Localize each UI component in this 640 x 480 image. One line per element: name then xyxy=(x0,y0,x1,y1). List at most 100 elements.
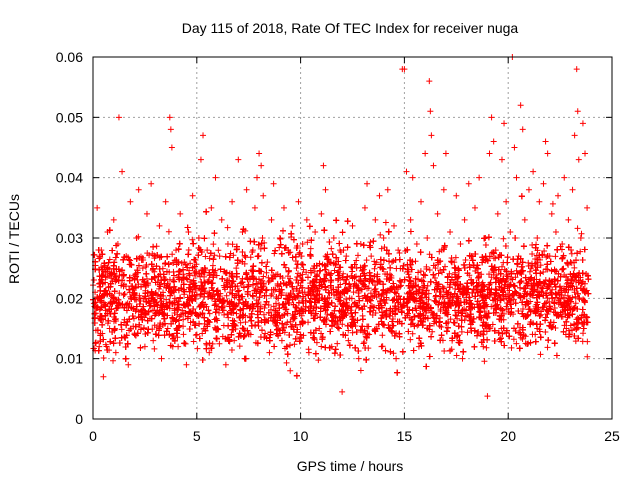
data-point xyxy=(371,258,378,265)
data-point xyxy=(325,289,332,296)
data-point xyxy=(466,306,473,313)
data-point xyxy=(276,244,283,251)
data-point xyxy=(262,330,269,337)
data-point xyxy=(549,200,556,207)
data-point xyxy=(130,315,137,322)
data-point xyxy=(334,340,341,347)
data-point xyxy=(201,320,208,327)
data-point xyxy=(379,332,386,339)
data-point xyxy=(118,326,125,333)
data-point xyxy=(92,310,99,317)
data-point xyxy=(417,268,424,275)
data-point xyxy=(307,245,314,252)
data-point xyxy=(540,268,547,275)
data-point xyxy=(225,314,232,321)
data-point xyxy=(367,239,374,246)
data-point xyxy=(453,352,460,359)
data-point xyxy=(578,230,585,237)
data-point xyxy=(250,293,257,300)
data-point xyxy=(517,334,524,341)
data-point xyxy=(283,359,290,366)
data-point xyxy=(313,339,320,346)
data-point xyxy=(363,257,370,264)
data-point xyxy=(415,269,422,276)
data-point xyxy=(357,367,364,374)
data-point xyxy=(102,279,109,286)
data-point xyxy=(508,344,515,351)
data-point xyxy=(116,290,123,297)
data-point xyxy=(257,289,264,296)
data-point xyxy=(166,276,173,283)
data-point xyxy=(485,310,492,317)
data-point xyxy=(529,241,536,248)
data-point xyxy=(246,314,253,321)
data-point xyxy=(163,296,170,303)
data-point xyxy=(189,236,196,243)
data-point xyxy=(322,307,329,314)
data-point xyxy=(166,305,173,312)
data-point xyxy=(423,265,430,272)
data-point xyxy=(544,344,551,351)
data-point xyxy=(255,252,262,259)
data-point xyxy=(192,268,199,275)
data-point xyxy=(390,350,397,357)
data-point xyxy=(192,272,199,279)
data-point xyxy=(175,245,182,252)
data-point xyxy=(517,284,524,291)
data-point xyxy=(263,269,270,276)
data-point xyxy=(426,251,433,258)
data-point xyxy=(331,267,338,274)
data-point xyxy=(510,336,517,343)
data-point xyxy=(572,300,579,307)
data-point xyxy=(541,248,548,255)
data-point xyxy=(307,280,314,287)
data-point xyxy=(260,273,267,280)
data-point xyxy=(437,306,444,313)
data-point xyxy=(171,272,178,279)
data-point xyxy=(328,245,335,252)
data-point xyxy=(426,266,433,273)
data-point xyxy=(509,276,516,283)
data-point xyxy=(407,336,414,343)
data-point xyxy=(543,299,550,306)
data-point xyxy=(451,271,458,278)
data-point xyxy=(211,252,218,259)
data-point xyxy=(316,268,323,275)
data-point xyxy=(265,301,272,308)
data-point xyxy=(315,357,322,364)
data-point xyxy=(376,305,383,312)
data-point xyxy=(424,300,431,307)
data-point xyxy=(552,325,559,332)
data-point xyxy=(165,228,172,235)
data-point xyxy=(361,339,368,346)
data-point xyxy=(250,274,257,281)
data-point xyxy=(202,253,209,260)
data-point xyxy=(503,303,510,310)
data-point xyxy=(141,324,148,331)
data-point xyxy=(441,347,448,354)
data-point xyxy=(340,270,347,277)
data-point xyxy=(380,266,387,273)
data-point xyxy=(194,345,201,352)
data-point xyxy=(199,330,206,337)
data-point xyxy=(549,286,556,293)
data-point xyxy=(300,266,307,273)
data-point xyxy=(210,241,217,248)
data-point xyxy=(192,332,199,339)
data-point xyxy=(103,343,110,350)
data-point xyxy=(242,319,249,326)
data-point xyxy=(228,347,235,354)
data-point xyxy=(190,338,197,345)
data-point xyxy=(382,219,389,226)
data-point xyxy=(564,292,571,299)
data-point xyxy=(542,276,549,283)
data-point xyxy=(367,290,374,297)
data-point xyxy=(216,340,223,347)
data-point xyxy=(110,357,117,364)
data-point xyxy=(510,296,517,303)
data-point xyxy=(354,252,361,259)
data-point xyxy=(454,315,461,322)
data-point xyxy=(513,340,520,347)
data-point xyxy=(237,319,244,326)
